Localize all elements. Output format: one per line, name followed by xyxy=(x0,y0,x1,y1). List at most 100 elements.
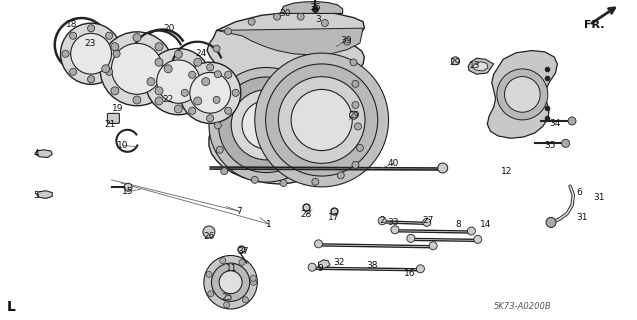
Text: 31: 31 xyxy=(576,213,588,222)
Circle shape xyxy=(217,146,223,153)
Circle shape xyxy=(218,77,314,172)
Circle shape xyxy=(87,76,95,83)
Circle shape xyxy=(266,64,378,176)
Text: 15: 15 xyxy=(122,187,133,196)
Circle shape xyxy=(312,178,318,185)
Circle shape xyxy=(147,77,155,86)
Circle shape xyxy=(423,218,431,227)
Text: 35: 35 xyxy=(544,141,555,150)
Circle shape xyxy=(194,58,202,66)
Circle shape xyxy=(280,180,287,187)
Polygon shape xyxy=(207,12,364,184)
Circle shape xyxy=(232,89,240,96)
Polygon shape xyxy=(487,51,557,138)
Polygon shape xyxy=(37,191,52,198)
Text: 38: 38 xyxy=(366,261,378,270)
Circle shape xyxy=(568,117,576,125)
Circle shape xyxy=(505,76,540,112)
Circle shape xyxy=(378,217,386,225)
Circle shape xyxy=(111,43,119,51)
Text: 11: 11 xyxy=(225,264,237,273)
Circle shape xyxy=(69,68,76,75)
Text: L: L xyxy=(6,300,15,314)
Circle shape xyxy=(106,32,113,39)
Circle shape xyxy=(291,89,352,151)
Circle shape xyxy=(124,183,132,191)
Circle shape xyxy=(155,97,163,105)
Circle shape xyxy=(133,34,141,42)
Circle shape xyxy=(206,271,212,277)
Circle shape xyxy=(274,13,280,20)
Circle shape xyxy=(322,20,328,27)
Circle shape xyxy=(219,271,242,294)
Circle shape xyxy=(175,50,182,58)
Circle shape xyxy=(203,226,215,238)
FancyBboxPatch shape xyxy=(108,113,119,124)
Circle shape xyxy=(145,48,211,115)
Circle shape xyxy=(407,235,415,243)
Circle shape xyxy=(189,71,196,78)
Circle shape xyxy=(278,77,365,163)
Circle shape xyxy=(474,236,482,244)
Circle shape xyxy=(111,87,119,95)
Circle shape xyxy=(350,59,357,66)
Circle shape xyxy=(352,80,359,87)
Polygon shape xyxy=(217,28,363,55)
Text: 27: 27 xyxy=(422,216,434,225)
Text: 30: 30 xyxy=(280,9,291,18)
Text: 1: 1 xyxy=(266,220,272,228)
Text: 10: 10 xyxy=(117,141,129,150)
Circle shape xyxy=(242,297,248,303)
Text: 17: 17 xyxy=(328,213,340,222)
Text: 13: 13 xyxy=(469,61,480,70)
Circle shape xyxy=(71,33,111,74)
Text: FR.: FR. xyxy=(583,20,604,30)
Circle shape xyxy=(250,279,257,285)
Circle shape xyxy=(315,240,322,248)
Text: 36: 36 xyxy=(309,3,320,12)
Circle shape xyxy=(102,65,110,73)
Text: 20: 20 xyxy=(164,24,175,33)
Circle shape xyxy=(106,68,113,75)
Circle shape xyxy=(225,107,232,114)
Circle shape xyxy=(157,60,200,103)
Circle shape xyxy=(194,97,202,105)
Circle shape xyxy=(133,96,141,104)
Text: 5: 5 xyxy=(33,191,39,200)
Text: 5K73-A0200B: 5K73-A0200B xyxy=(494,302,551,311)
Circle shape xyxy=(180,62,241,124)
Polygon shape xyxy=(473,62,488,71)
Circle shape xyxy=(231,90,301,160)
Circle shape xyxy=(111,43,162,94)
Text: 22: 22 xyxy=(162,95,173,104)
Circle shape xyxy=(344,38,350,45)
Circle shape xyxy=(164,65,172,73)
Circle shape xyxy=(209,68,324,182)
Text: 32: 32 xyxy=(333,258,345,267)
Circle shape xyxy=(213,45,220,52)
Circle shape xyxy=(357,144,363,151)
Text: 26: 26 xyxy=(203,232,215,241)
Circle shape xyxy=(62,50,69,57)
Circle shape xyxy=(562,140,569,148)
Circle shape xyxy=(250,275,256,281)
Circle shape xyxy=(248,18,255,25)
Polygon shape xyxy=(36,150,52,157)
Text: 6: 6 xyxy=(576,188,583,196)
Circle shape xyxy=(87,25,95,32)
Circle shape xyxy=(175,105,182,113)
Circle shape xyxy=(452,57,459,65)
Text: 9: 9 xyxy=(317,264,324,273)
Circle shape xyxy=(190,72,231,113)
Circle shape xyxy=(221,168,227,175)
Circle shape xyxy=(252,176,258,183)
Text: 2: 2 xyxy=(380,216,385,225)
Text: 40: 40 xyxy=(388,159,399,168)
Circle shape xyxy=(206,64,214,71)
Circle shape xyxy=(215,71,221,78)
Circle shape xyxy=(297,13,304,20)
Circle shape xyxy=(242,100,290,149)
Circle shape xyxy=(255,53,389,187)
Circle shape xyxy=(155,58,163,66)
Text: 23: 23 xyxy=(85,39,96,48)
